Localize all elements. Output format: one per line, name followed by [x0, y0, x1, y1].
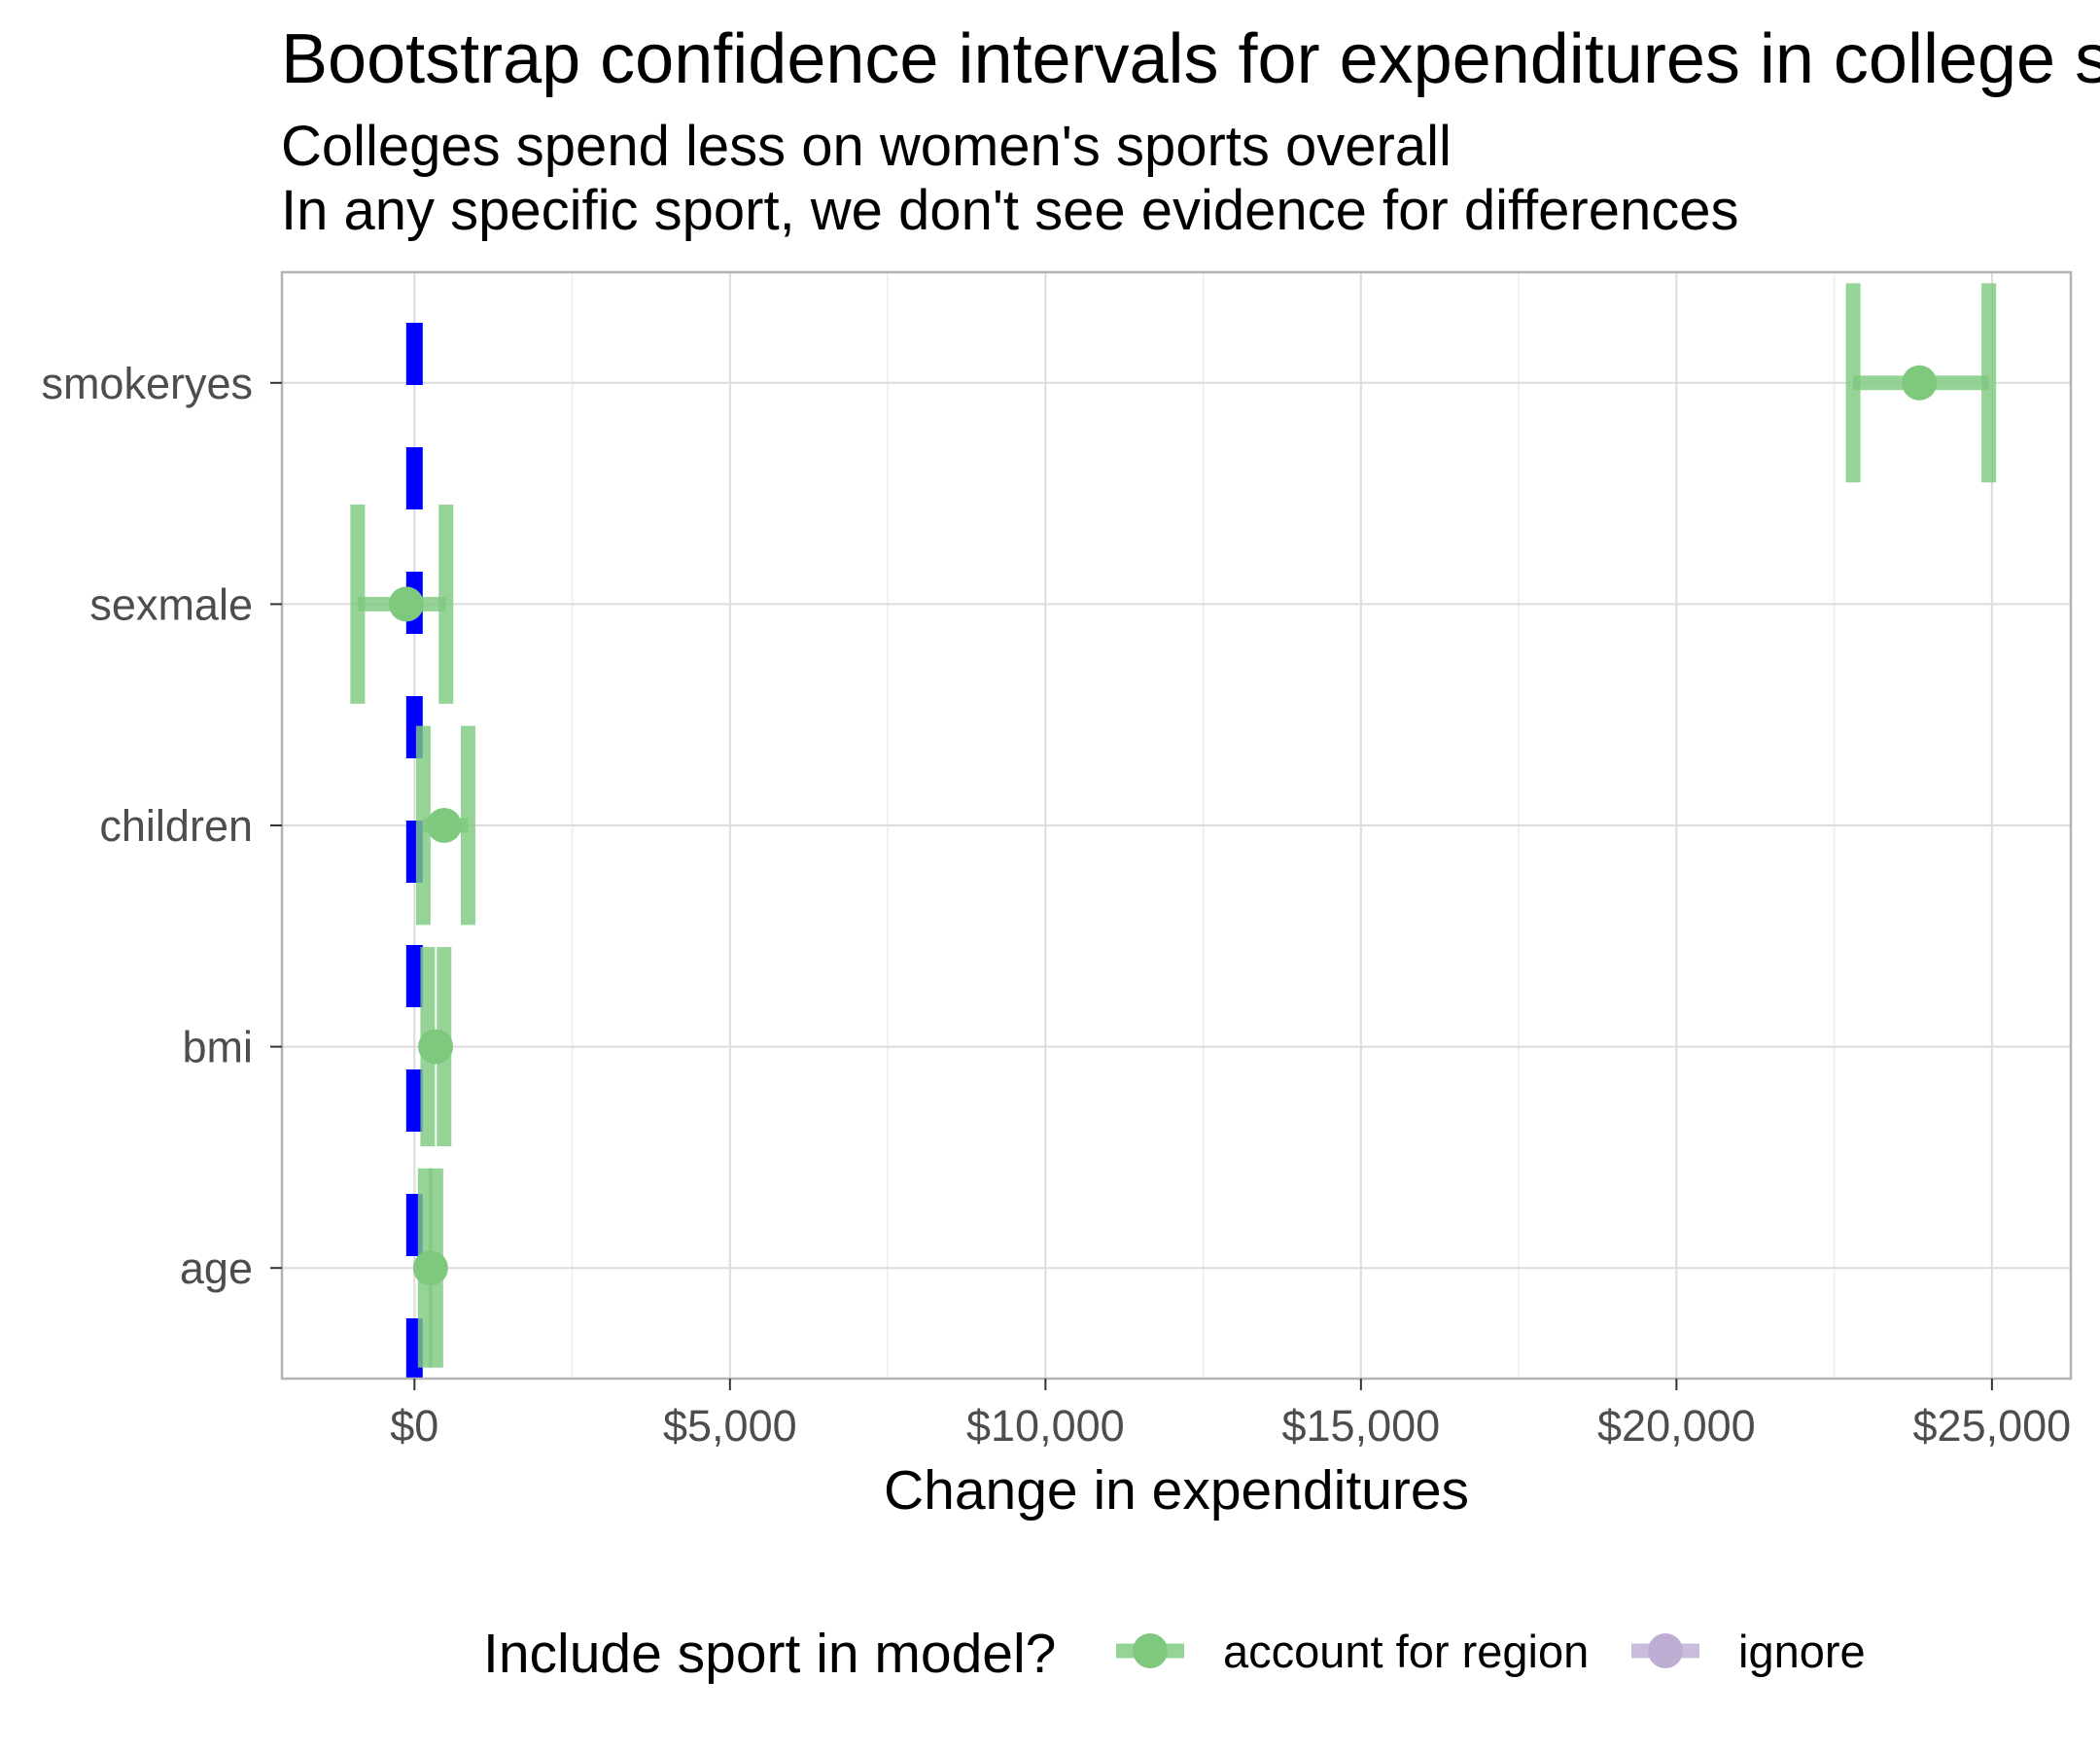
chart-title: Bootstrap confidence intervals for expen…	[281, 20, 2100, 98]
y-axis-ticks: age bmi children sexmale smokeryes	[41, 359, 282, 1293]
chart-subtitle-line-2: In any specific sport, we don't see evid…	[281, 179, 1739, 242]
legend: Include sport in model? account for regi…	[483, 1623, 1866, 1685]
legend-label: ignore	[1738, 1626, 1866, 1677]
x-tick-label: $0	[390, 1401, 438, 1451]
y-tick-label-children: children	[99, 801, 253, 851]
x-tick-label: $10,000	[966, 1401, 1125, 1451]
y-tick-label-sexmale: sexmale	[89, 579, 253, 629]
point-smokeryes	[1902, 365, 1938, 401]
grid-major	[282, 272, 2071, 1379]
legend-key-point	[1648, 1633, 1683, 1668]
x-axis-title: Change in expenditures	[884, 1459, 1469, 1522]
x-tick-label: $15,000	[1282, 1401, 1441, 1451]
y-tick-label-age: age	[180, 1243, 253, 1293]
estimate-points	[388, 365, 1938, 1286]
point-bmi	[418, 1029, 454, 1065]
x-tick-label: $5,000	[663, 1401, 797, 1451]
legend-label: account for region	[1223, 1626, 1589, 1677]
legend-title: Include sport in model?	[483, 1623, 1056, 1685]
point-children	[426, 808, 462, 843]
point-age	[412, 1250, 448, 1286]
x-axis-ticks: $0 $5,000 $10,000 $15,000 $20,000 $25,000	[390, 1379, 2071, 1451]
y-tick-label-smokeryes: smokeryes	[41, 359, 253, 408]
chart-subtitle-line-1: Colleges spend less on women's sports ov…	[281, 115, 1452, 178]
legend-key-point	[1133, 1633, 1168, 1668]
x-tick-label: $20,000	[1597, 1401, 1756, 1451]
x-tick-label: $25,000	[1913, 1401, 2072, 1451]
y-tick-label-bmi: bmi	[182, 1023, 253, 1072]
point-sexmale	[388, 586, 424, 622]
